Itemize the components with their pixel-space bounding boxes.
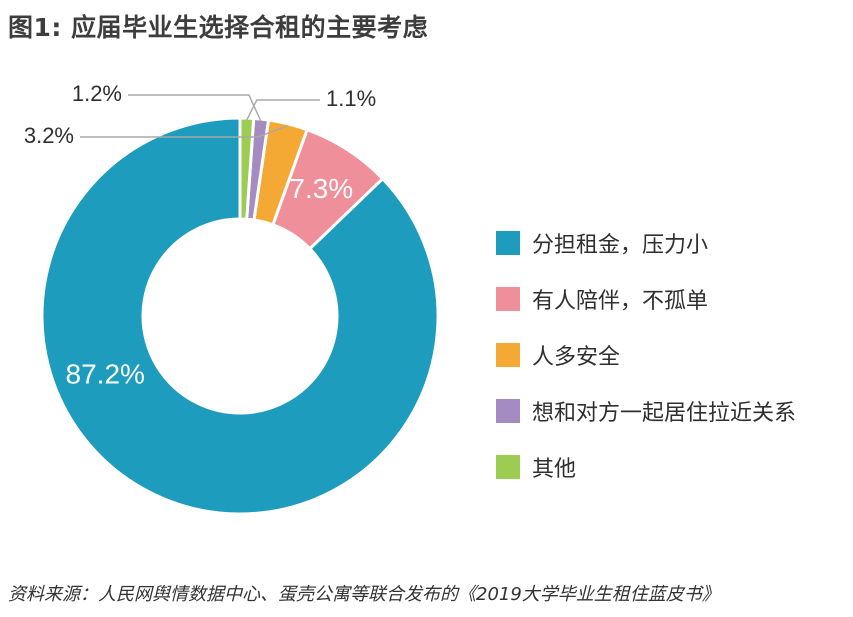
data-label: 7.3% xyxy=(289,173,353,204)
data-label: 1.1% xyxy=(326,86,376,111)
data-labels-group: 87.2% 7.3% 3.2% 1.2% 1.1% xyxy=(24,81,376,390)
legend-label: 想和对方一起居住拉近关系 xyxy=(532,401,797,426)
legend-swatch xyxy=(496,231,520,255)
data-label: 87.2% xyxy=(66,358,145,389)
source-note: 资料来源：人民网舆情数据中心、蛋壳公寓等联合发布的《2019大学毕业生租住蓝皮书… xyxy=(8,584,720,605)
data-label: 3.2% xyxy=(24,123,74,148)
donut-slice xyxy=(252,118,309,227)
slices-group xyxy=(40,116,440,516)
legend-item: 有人陪伴，不孤单 xyxy=(496,284,796,314)
data-label: 1.2% xyxy=(72,81,122,106)
leader-lines-group xyxy=(80,94,320,138)
donut-slice xyxy=(238,116,256,221)
leader-line xyxy=(128,94,262,122)
legend-label: 人多安全 xyxy=(532,345,621,370)
legend-label: 有人陪伴，不孤单 xyxy=(532,289,709,314)
chart-title: 图1: 应届毕业生选择合租的主要考虑 xyxy=(8,13,429,42)
legend-item: 其他 xyxy=(496,452,796,482)
legend-label: 其他 xyxy=(532,457,577,482)
legend: 分担租金，压力小 有人陪伴，不孤单 人多安全想和对方一起居住拉近关系 其他 xyxy=(496,228,796,508)
leader-line xyxy=(80,125,288,138)
donut-slice xyxy=(271,128,385,251)
leader-line xyxy=(246,99,320,121)
legend-item: 想和对方一起居住拉近关系 xyxy=(496,396,796,426)
legend-swatch xyxy=(496,455,520,479)
legend-swatch xyxy=(496,399,520,423)
legend-swatch xyxy=(496,343,520,367)
legend-label: 分担租金，压力小 xyxy=(532,233,709,258)
legend-swatch xyxy=(496,287,520,311)
donut-slice xyxy=(40,116,440,516)
legend-item: 人多安全 xyxy=(496,340,796,370)
legend-item: 分担租金，压力小 xyxy=(496,228,796,258)
